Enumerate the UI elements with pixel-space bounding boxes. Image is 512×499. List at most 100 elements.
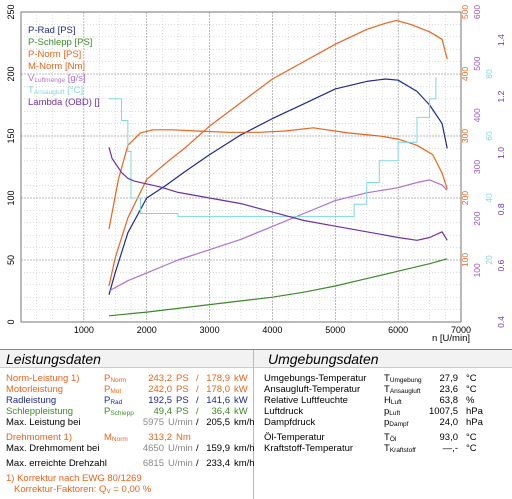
row-label: Umgebungs-Temperatur xyxy=(264,373,367,384)
value-speed: 205,5 xyxy=(206,417,230,428)
unit-kw: kW xyxy=(234,395,248,406)
series-line xyxy=(109,77,437,218)
right-tick-label: 80 xyxy=(484,69,494,79)
left-axis-ticks: 0 50 100 150 200 250 xyxy=(6,4,16,324)
x-tick-label: 4000 xyxy=(262,325,282,335)
x-tick-label: 7000 xyxy=(451,325,471,335)
value-speed: 159,9 xyxy=(206,443,230,454)
footnote-row: 1) Korrektur nach EWG 80/1269 xyxy=(0,473,512,484)
x-axis-ticks: 1000 2000 3000 4000 5000 6000 7000 xyxy=(74,325,471,335)
value-ps: 242,0 xyxy=(148,384,172,395)
umgebung-row: Ansaugluft-Temperatur TAnsaugluft 23,6 °C xyxy=(0,384,512,395)
left-tick-label: 200 xyxy=(6,66,16,81)
row-label: Luftdruck xyxy=(264,406,304,417)
separator: / xyxy=(196,395,199,406)
unit: hPa xyxy=(466,417,483,428)
left-tick-label: 50 xyxy=(6,255,16,265)
leistung-row: Motorleistung PMot 242,0 PS / 178,0 kW xyxy=(0,384,512,395)
legend-item: P-Rad [PS] xyxy=(28,25,76,36)
right-tick-label: 300 xyxy=(460,129,470,143)
symbol: PMot xyxy=(104,384,122,395)
right-tick-label: 60 xyxy=(484,131,494,141)
value-ps: 243,2 xyxy=(148,373,172,384)
left-tick-label: 150 xyxy=(6,128,16,143)
unit: °C xyxy=(466,443,477,454)
right-tick-label: 400 xyxy=(460,67,470,81)
unit-speed: km/h xyxy=(234,417,255,428)
symbol: TAnsaugluft xyxy=(384,384,421,395)
row-label: Motorleistung xyxy=(6,384,64,395)
separator: / xyxy=(196,417,199,428)
legend-item: Lambda (OBD) [] xyxy=(28,97,100,108)
symbol: PSchlepp xyxy=(104,406,134,417)
separator: / xyxy=(196,384,199,395)
symbol: HLuft xyxy=(384,395,402,406)
plot-frame xyxy=(20,11,462,323)
series-line xyxy=(108,19,448,287)
right-tick-label: 0.6 xyxy=(496,259,506,271)
value-nm: 313,2 xyxy=(148,432,172,443)
unit-nm: Nm xyxy=(176,432,191,443)
unit-ps: PS xyxy=(176,384,189,395)
unit-kw: kW xyxy=(234,406,248,417)
unit: °C xyxy=(466,384,477,395)
row-label: Max. erreichte Drehzahl xyxy=(6,458,107,469)
unit: % xyxy=(466,395,475,406)
series-line xyxy=(108,147,448,241)
legend-item: VLuftmenge [g/s] xyxy=(28,73,86,84)
value-ps: 49,4 xyxy=(153,406,173,417)
symbol: TÖl xyxy=(384,432,397,443)
right-tick-label: 100 xyxy=(460,253,470,267)
right-tick-label: 100 xyxy=(472,263,482,277)
correction-factor: Korrektur-Faktoren: QV = 0,00 % xyxy=(14,484,152,495)
symbol: PNorm xyxy=(104,373,127,384)
drehmoment-row: Drehmoment 1) MNorm 313,2 Nm xyxy=(0,432,512,443)
x-tick-label: 5000 xyxy=(325,325,345,335)
symbol: pDampf xyxy=(384,417,409,428)
row-label: Max. Leistung bei xyxy=(6,417,81,428)
unit-ps: PS xyxy=(176,406,189,417)
right-tick-label: 500 xyxy=(460,5,470,19)
symbol: PRad xyxy=(104,395,123,406)
max-drehzahl-row: Max. erreichte Drehzahl 6815 U/min/ 233,4 km… xyxy=(0,458,512,469)
x-axis-label: n [U/min] xyxy=(432,333,471,344)
row-label: Kraftstoff-Temperatur xyxy=(264,443,354,454)
x-tick-label: 6000 xyxy=(388,325,408,335)
value-rpm: 5975 xyxy=(142,417,164,428)
legend-item: M-Norm [Nm] xyxy=(28,61,85,72)
umgebung-row: Dampfdruck pDampf 24,0 hPa xyxy=(0,417,512,428)
row-label: Radleistung xyxy=(6,395,57,406)
unit-kw: kW xyxy=(234,373,248,384)
symbol: pLuft xyxy=(384,406,401,417)
value: 24,0 xyxy=(439,417,459,428)
legend-item: P-Schlepp [PS] xyxy=(28,37,93,48)
data-panel: Leistungsdaten Umgebungsdaten Norm-Leist… xyxy=(0,349,512,499)
unit-speed: km/h xyxy=(234,443,255,454)
unit-ps: PS xyxy=(176,373,189,384)
symbol: MNorm xyxy=(104,432,128,443)
umgebung-row: Relative Luftfeuchte HLuft 63,8% xyxy=(0,395,512,406)
umgebung-row: Öl-Temperatur TÖl 93,0 °C xyxy=(0,432,512,443)
max-drehmoment-row: Max. Drehmoment bei 4650 U/min/ 159,9 km/h xyxy=(0,443,512,454)
symbol: TUmgebung xyxy=(384,373,422,384)
row-label: Norm-Leistung 1) xyxy=(6,373,80,384)
right-tick-label: 600 xyxy=(472,5,482,19)
right-tick-label: 400 xyxy=(472,108,482,122)
right-axis-ticks: 1002003004005001002003004005006002040608… xyxy=(460,5,506,328)
symbol: TKraftstoff xyxy=(384,443,416,454)
value: 27,9 xyxy=(439,373,459,384)
value-kw: 141,6 xyxy=(206,395,230,406)
unit-rpm: U/min xyxy=(168,443,193,454)
leistungsdaten-title: Leistungsdaten xyxy=(0,350,253,368)
series-line xyxy=(108,179,448,292)
right-tick-label: 0.4 xyxy=(496,316,506,328)
x-tick-label: 1000 xyxy=(74,325,94,335)
value-ps: 192,5 xyxy=(148,395,172,406)
row-label: Ansaugluft-Temperatur xyxy=(264,384,361,395)
right-tick-label: 1.0 xyxy=(496,147,506,159)
max-leistung-row: Max. Leistung bei 5975 U/min/ 205,5 km/h xyxy=(0,417,512,428)
right-tick-label: 20 xyxy=(484,255,494,265)
x-tick-label: 2000 xyxy=(137,325,157,335)
series-line xyxy=(108,258,448,317)
